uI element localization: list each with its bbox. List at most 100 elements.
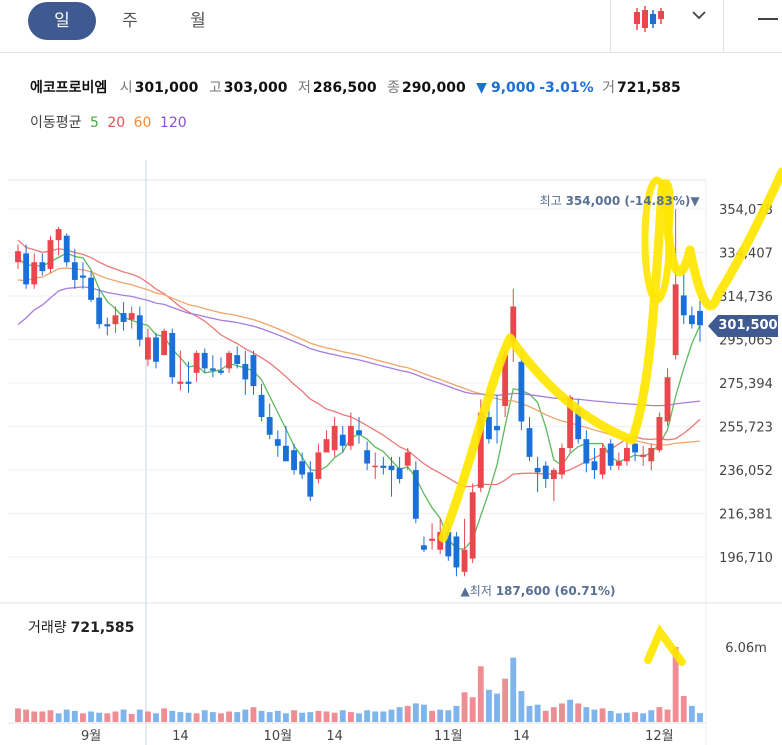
y-tick-label: 255,723	[719, 421, 773, 436]
candle-body	[591, 461, 598, 471]
volume-bar	[39, 711, 46, 722]
volume-bar	[421, 704, 427, 722]
low-value: 286,500	[312, 80, 377, 96]
candle-body	[688, 315, 695, 325]
candle-body	[526, 428, 533, 457]
candle-body	[120, 313, 127, 322]
menu-icon[interactable]	[758, 18, 778, 20]
change-value: 9,000	[490, 80, 536, 96]
candle-body	[258, 394, 265, 418]
volume-bar	[534, 704, 541, 722]
candle-body	[421, 545, 427, 550]
stock-chart[interactable]: 354,078334,407314,736295,065275,394255,7…	[0, 150, 782, 745]
volume-bar	[672, 647, 679, 722]
volume-bar	[412, 703, 419, 722]
volume-bar	[607, 710, 614, 722]
x-tick-label: 12월	[645, 729, 674, 744]
candle-body	[412, 470, 419, 519]
volume-bar	[250, 707, 257, 722]
candle-body	[697, 310, 703, 326]
volume-bar	[502, 678, 509, 722]
volume-bar	[615, 713, 622, 722]
volume-bar	[177, 712, 184, 722]
candle-body	[534, 467, 541, 473]
candle-body	[469, 492, 476, 559]
highlight-circle	[641, 176, 673, 304]
volume-bar	[591, 709, 598, 722]
candle-body	[161, 330, 168, 356]
volume-bar	[632, 712, 638, 722]
y-tick-label: 314,736	[719, 290, 773, 305]
volume-bar	[429, 710, 435, 722]
candle-body	[445, 532, 452, 557]
y-tick-label: 236,052	[719, 464, 773, 479]
candle-body	[664, 377, 671, 422]
tab-weekly[interactable]: 주	[122, 11, 138, 31]
volume-bar	[15, 708, 21, 722]
candle-body	[128, 313, 135, 320]
stock-name: 에코프로비엠	[30, 80, 108, 96]
candle-body	[209, 368, 216, 371]
volume-bar	[96, 712, 103, 722]
x-tick-label: 14	[326, 729, 343, 744]
stock-summary: 에코프로비엠 시 301,000 고 303,000 저 286,500 종 290,0…	[30, 77, 687, 97]
volume-bar	[266, 712, 273, 722]
candle-body	[185, 381, 192, 384]
tab-daily[interactable]: 일	[28, 2, 96, 40]
volume-bar	[477, 666, 484, 722]
divider	[723, 0, 724, 52]
candlestick-chart-icon[interactable]	[632, 4, 666, 34]
candle-body	[193, 352, 200, 373]
candle-body	[380, 465, 387, 468]
volume-bar	[136, 709, 143, 722]
volume-title-value: 721,585	[70, 620, 135, 636]
candle-body	[39, 262, 46, 272]
volume-bar	[80, 713, 86, 722]
volume-bar	[112, 711, 119, 722]
candle-body	[632, 443, 638, 453]
volume-bar	[372, 711, 379, 722]
volume-title: 거래량 721,585	[28, 620, 135, 636]
candle-body	[315, 452, 322, 479]
tab-monthly[interactable]: 월	[190, 11, 206, 31]
x-tick-label: 11월	[434, 729, 463, 744]
candle-body	[372, 465, 379, 468]
candle-body	[169, 333, 176, 378]
candle-body	[63, 235, 70, 263]
ma-20-line	[17, 239, 701, 488]
volume-bar	[23, 709, 30, 722]
min-price-annotation: ▲최저 187,600 (60.71%)	[460, 584, 616, 598]
volume-bar	[120, 709, 127, 722]
volume-bar	[688, 705, 695, 722]
volume-label: 거	[602, 80, 615, 96]
candle-body	[396, 467, 403, 479]
volume-bar	[169, 710, 176, 722]
volume-bar	[153, 713, 159, 722]
candle-body	[404, 452, 411, 466]
candle-body	[672, 284, 679, 356]
volume-bar	[550, 707, 557, 722]
volume-bar	[494, 693, 500, 722]
candle-body	[510, 306, 517, 342]
candle-body	[23, 253, 30, 285]
candle-body	[47, 240, 54, 269]
volume-bar	[518, 691, 525, 722]
open-value: 301,000	[134, 80, 199, 96]
current-price-tag: 301,500	[708, 315, 778, 337]
volume-bar	[226, 711, 233, 722]
candle-body	[502, 355, 509, 406]
volume-bar	[680, 696, 687, 722]
volume-bar	[209, 712, 216, 722]
volume-bar	[193, 713, 200, 722]
divider	[610, 0, 611, 52]
chevron-down-icon[interactable]	[690, 6, 708, 24]
close-value: 290,000	[401, 80, 466, 96]
volume-bar	[648, 710, 655, 722]
volume-bar	[664, 709, 671, 722]
volume-bar	[437, 709, 444, 722]
x-tick-label: 14	[172, 729, 189, 744]
volume-bar	[307, 712, 314, 722]
volume-bar	[323, 711, 330, 722]
candle-body	[71, 262, 78, 280]
volume-bar	[283, 713, 289, 722]
